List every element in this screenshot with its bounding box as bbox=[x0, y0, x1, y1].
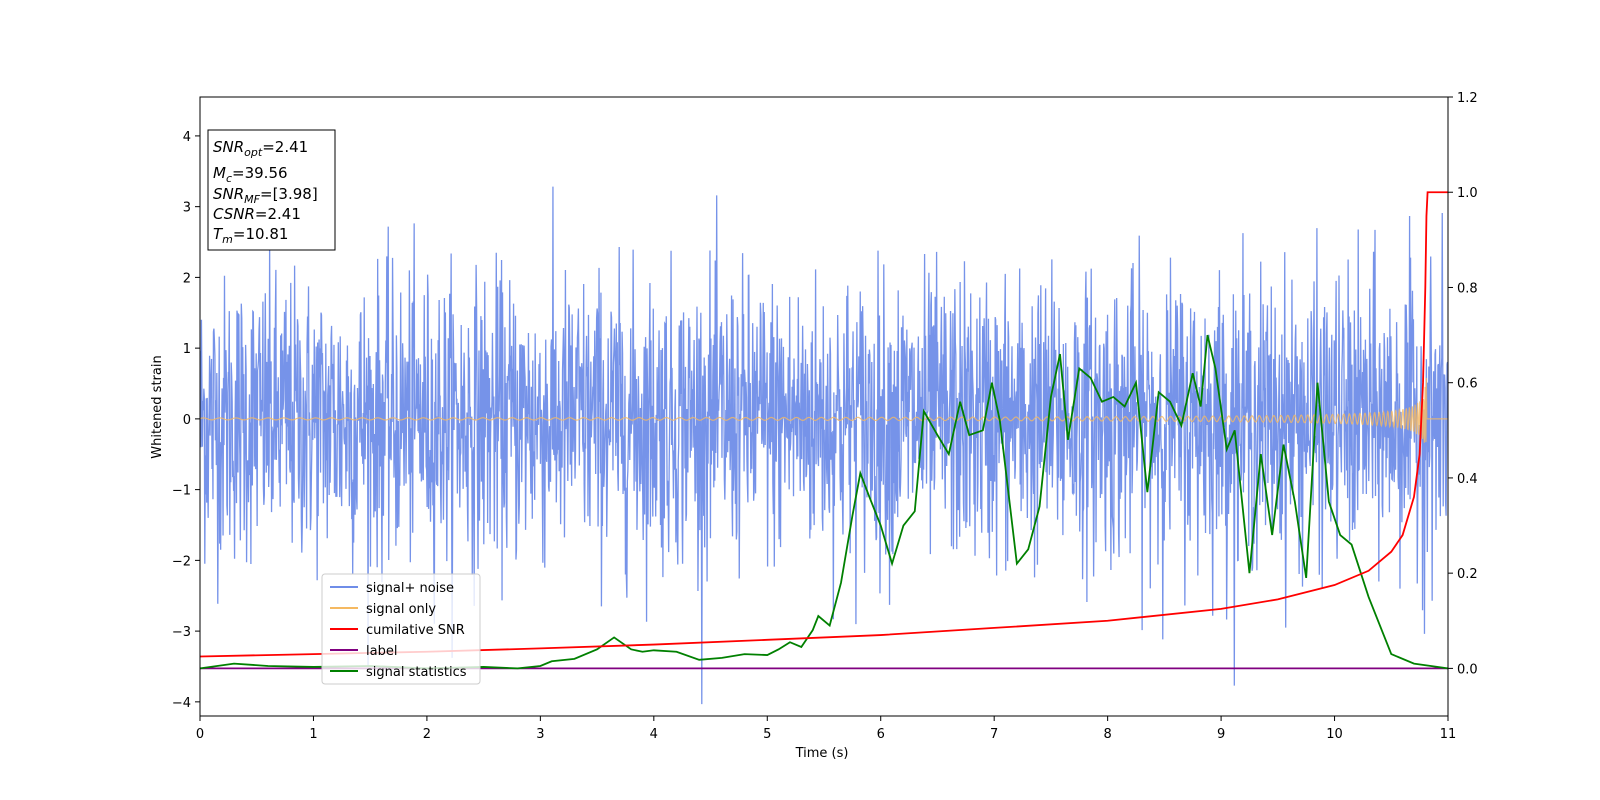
annotation-snr-opt: SNRopt=2.41 bbox=[213, 138, 308, 159]
annotation-tm: Tm=10.81 bbox=[213, 225, 288, 246]
x-axis: 0 1 2 3 4 5 6 7 8 9 10 11 bbox=[196, 716, 1456, 742]
legend-label: cumilative SNR bbox=[366, 623, 465, 638]
annotation-csnr: CSNR=2.41 bbox=[213, 205, 301, 223]
annotation-mc: Mc=39.56 bbox=[213, 164, 288, 185]
y-right-tick-label: 0.8 bbox=[1457, 281, 1478, 296]
y-axis-left: −4 −3 −2 −1 0 1 2 3 4 bbox=[172, 130, 200, 711]
y-right-tick-label: 0.6 bbox=[1457, 377, 1478, 392]
y-left-tick-label: 3 bbox=[183, 201, 191, 216]
y-left-tick-label: −4 bbox=[172, 696, 191, 711]
series-cumulative-snr bbox=[200, 191, 1448, 658]
legend-label: label bbox=[366, 644, 397, 659]
x-tick-label: 7 bbox=[990, 727, 998, 742]
y-left-tick-label: −2 bbox=[172, 554, 191, 569]
y-left-tick-label: −1 bbox=[172, 484, 191, 499]
series-signal-only bbox=[200, 377, 1448, 443]
legend-label: signal statistics bbox=[366, 665, 467, 680]
legend-label: signal+ noise bbox=[366, 581, 454, 596]
x-tick-label: 8 bbox=[1103, 727, 1111, 742]
legend-label: signal only bbox=[366, 602, 436, 617]
x-tick-label: 4 bbox=[650, 727, 658, 742]
x-tick-label: 0 bbox=[196, 727, 204, 742]
y-axis-right: 0.0 0.2 0.4 0.6 0.8 1.0 1.2 bbox=[1448, 91, 1478, 677]
x-tick-label: 3 bbox=[536, 727, 544, 742]
y-axis-title: Whitened strain bbox=[150, 355, 165, 458]
plot-frame bbox=[199, 96, 1449, 717]
y-right-tick-label: 0.4 bbox=[1457, 472, 1478, 487]
annotation-snr-mf: SNRMF=[3.98] bbox=[213, 185, 318, 206]
y-left-tick-label: −3 bbox=[172, 625, 191, 640]
y-left-tick-label: 4 bbox=[183, 130, 191, 145]
x-axis-title: Time (s) bbox=[795, 746, 849, 761]
x-tick-label: 6 bbox=[877, 727, 885, 742]
y-right-tick-label: 1.2 bbox=[1457, 91, 1478, 106]
legend: signal+ noise signal only cumilative SNR la… bbox=[321, 573, 481, 685]
x-tick-label: 5 bbox=[763, 727, 771, 742]
x-tick-label: 1 bbox=[309, 727, 317, 742]
x-tick-label: 10 bbox=[1326, 727, 1343, 742]
y-right-tick-label: 1.0 bbox=[1457, 186, 1478, 201]
y-right-tick-label: 0.2 bbox=[1457, 567, 1478, 582]
series-signal-noise bbox=[200, 186, 1448, 705]
y-left-tick-label: 1 bbox=[183, 342, 191, 357]
x-tick-label: 11 bbox=[1440, 727, 1457, 742]
x-tick-label: 9 bbox=[1217, 727, 1225, 742]
y-right-tick-label: 0.0 bbox=[1457, 662, 1478, 677]
annotation-box: SNRopt=2.41 Mc=39.56 SNRMF=[3.98] CSNR=2… bbox=[207, 129, 336, 251]
x-tick-label: 2 bbox=[423, 727, 431, 742]
y-left-tick-label: 2 bbox=[183, 271, 191, 286]
series-signal-statistics bbox=[200, 334, 1448, 670]
y-left-tick-label: 0 bbox=[183, 413, 191, 428]
